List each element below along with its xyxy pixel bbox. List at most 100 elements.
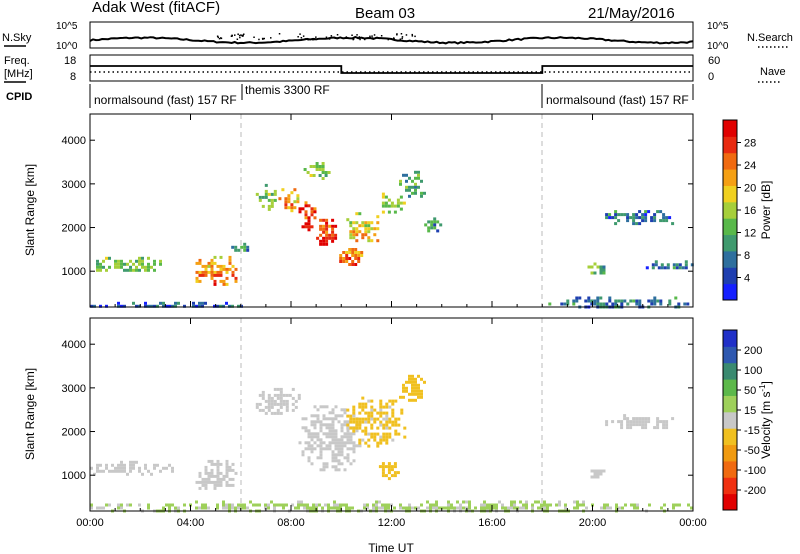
colorbar-tick-label: 16: [744, 205, 756, 217]
heatmap-cell: [291, 408, 295, 412]
heatmap-cell: [198, 258, 202, 262]
heatmap-cell: [328, 444, 332, 448]
heatmap-cell: [147, 503, 150, 507]
noise-dot: [300, 37, 303, 39]
heatmap-cell: [439, 223, 443, 227]
heatmap-cell: [385, 432, 389, 436]
heatmap-cell: [252, 503, 255, 507]
heatmap-cell: [427, 229, 431, 233]
heatmap-cell: [367, 444, 371, 448]
heatmap-cell: [312, 165, 316, 168]
heatmap-cell: [261, 393, 265, 397]
heatmap-cell: [231, 270, 235, 274]
heatmap-cell: [270, 396, 274, 400]
heatmap-cell: [213, 486, 217, 490]
heatmap-cell: [513, 506, 516, 510]
heatmap-cell: [684, 263, 688, 267]
heatmap-cell: [486, 506, 489, 510]
heatmap-cell: [379, 399, 383, 403]
heatmap-cell: [325, 236, 329, 240]
heatmap-cell: [337, 414, 341, 418]
heatmap-cell: [331, 411, 335, 415]
heatmap-cell: [328, 426, 332, 430]
heatmap-cell: [414, 383, 417, 387]
heatmap-cell: [337, 453, 341, 457]
heatmap-cell: [429, 503, 432, 507]
heatmap-cell: [273, 387, 277, 391]
heatmap-cell: [459, 503, 462, 507]
heatmap-cell: [590, 302, 594, 306]
heatmap-cell: [355, 417, 359, 421]
heatmap-cell: [315, 168, 319, 171]
heatmap-cell: [267, 192, 271, 196]
velocity-colorbar-title-main: Velocity [m s: [759, 392, 773, 459]
heatmap-cell: [313, 420, 317, 424]
heatmap-cell: [382, 432, 386, 436]
heatmap-cell: [325, 423, 329, 427]
heatmap-cell: [312, 503, 315, 507]
heatmap-cell: [358, 423, 362, 427]
heatmap-cell: [376, 426, 380, 430]
heatmap-cell: [319, 218, 323, 222]
heatmap-cell: [267, 506, 270, 510]
heatmap-cell: [507, 506, 510, 510]
x-tick-label: 20:00: [579, 517, 607, 529]
heatmap-cell: [340, 444, 344, 448]
colorbar-cell: [723, 477, 737, 495]
heatmap-cell: [635, 216, 639, 220]
heatmap-cell: [306, 506, 309, 510]
heatmap-cell: [450, 506, 453, 510]
heatmap-cell: [276, 503, 279, 507]
header-site: Adak West (fitACF): [92, 0, 220, 16]
heatmap-cell: [653, 426, 657, 430]
heatmap-cell: [653, 296, 657, 300]
noise-dot: [400, 33, 403, 35]
noise-dot: [352, 38, 355, 40]
heatmap-cell: [201, 270, 205, 274]
heatmap-cell: [397, 417, 401, 421]
heatmap-cell: [304, 447, 308, 451]
heatmap-cell: [388, 417, 392, 421]
heatmap-cell: [408, 188, 411, 192]
heatmap-cell: [665, 216, 669, 220]
heatmap-cell: [319, 426, 323, 430]
heatmap-cell: [296, 200, 300, 204]
heatmap-cell: [584, 299, 588, 303]
colorbar-cell: [723, 330, 737, 347]
heatmap-cell: [352, 417, 356, 421]
heatmap-cell: [285, 399, 289, 403]
heatmap-cell: [367, 438, 371, 442]
heatmap-cell: [385, 414, 389, 418]
heatmap-cell: [138, 268, 141, 272]
heatmap-cell: [387, 465, 391, 469]
heatmap-cell: [207, 459, 211, 463]
heatmap-cell: [237, 304, 240, 308]
heatmap-cell: [129, 268, 132, 272]
heatmap-cell: [322, 405, 326, 409]
heatmap-cell: [331, 230, 335, 234]
heatmap-cell: [334, 456, 338, 460]
heatmap-cell: [174, 506, 177, 510]
y-tick-label: 1000: [62, 266, 86, 278]
heatmap-cell: [420, 389, 423, 393]
heatmap-cell: [636, 503, 639, 507]
heatmap-cell: [319, 239, 323, 243]
heatmap-cell: [677, 302, 681, 306]
heatmap-cell: [504, 506, 507, 510]
heatmap-cell: [99, 469, 102, 473]
heatmap-cell: [228, 261, 232, 265]
heatmap-cell: [513, 500, 516, 504]
heatmap-cell: [337, 462, 341, 466]
heatmap-cell: [183, 304, 186, 308]
heatmap-cell: [617, 213, 621, 217]
heatmap-cell: [381, 210, 385, 214]
heatmap-cell: [480, 503, 483, 507]
heatmap-cell: [219, 480, 223, 484]
noise-dot: [307, 39, 309, 41]
heatmap-cell: [331, 459, 335, 463]
heatmap-cell: [343, 444, 347, 448]
heatmap-cell: [587, 299, 591, 303]
heatmap-cell: [399, 506, 402, 510]
heatmap-cell: [435, 506, 438, 510]
